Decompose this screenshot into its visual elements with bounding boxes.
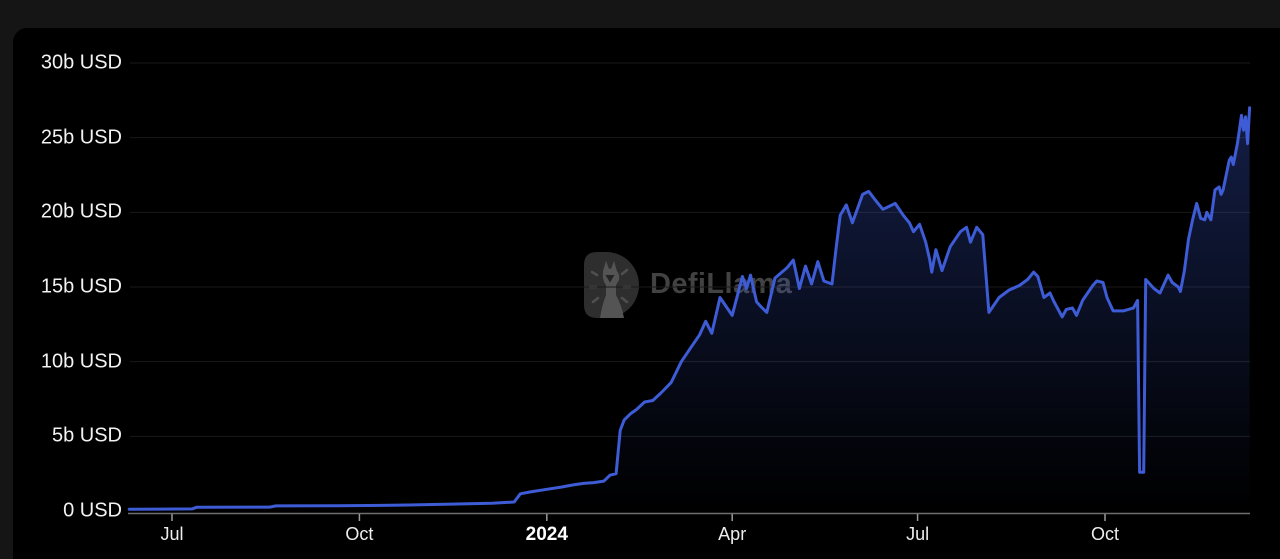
x-axis-label-oct: Oct xyxy=(1090,524,1119,544)
y-axis-label-0b: 0 USD xyxy=(63,499,122,522)
y-axis-label-20b: 20b USD xyxy=(40,200,122,223)
y-axis-label-5b: 5b USD xyxy=(51,424,122,447)
y-axis-label-30b: 30b USD xyxy=(40,51,122,74)
y-axis-label-10b: 10b USD xyxy=(40,350,122,373)
tvl-area-fill xyxy=(129,107,1250,512)
y-axis-label-15b: 15b USD xyxy=(40,275,122,298)
x-axis-label-oct: Oct xyxy=(345,524,374,544)
y-axis-label-25b: 25b USD xyxy=(40,126,122,149)
x-axis-label-apr: Apr xyxy=(718,524,747,544)
tvl-line xyxy=(127,106,1252,511)
x-axis-label-jul: Jul xyxy=(160,524,184,544)
x-axis-label-2024: 2024 xyxy=(525,524,568,545)
x-axis-label-jul: Jul xyxy=(906,524,930,544)
